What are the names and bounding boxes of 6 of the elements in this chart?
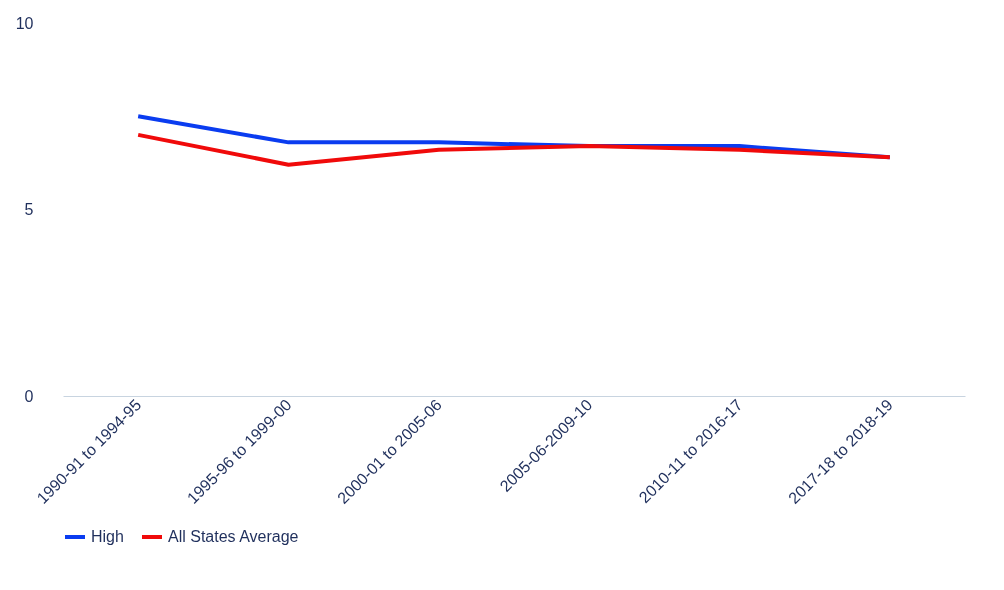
y-tick-label: 10 [15,14,34,32]
y-tick-label: 0 [24,387,34,405]
y-tick-label: 5 [24,201,34,218]
legend-label: High [91,528,124,545]
legend-label: All States Average [168,528,299,545]
line-series [136,132,892,167]
